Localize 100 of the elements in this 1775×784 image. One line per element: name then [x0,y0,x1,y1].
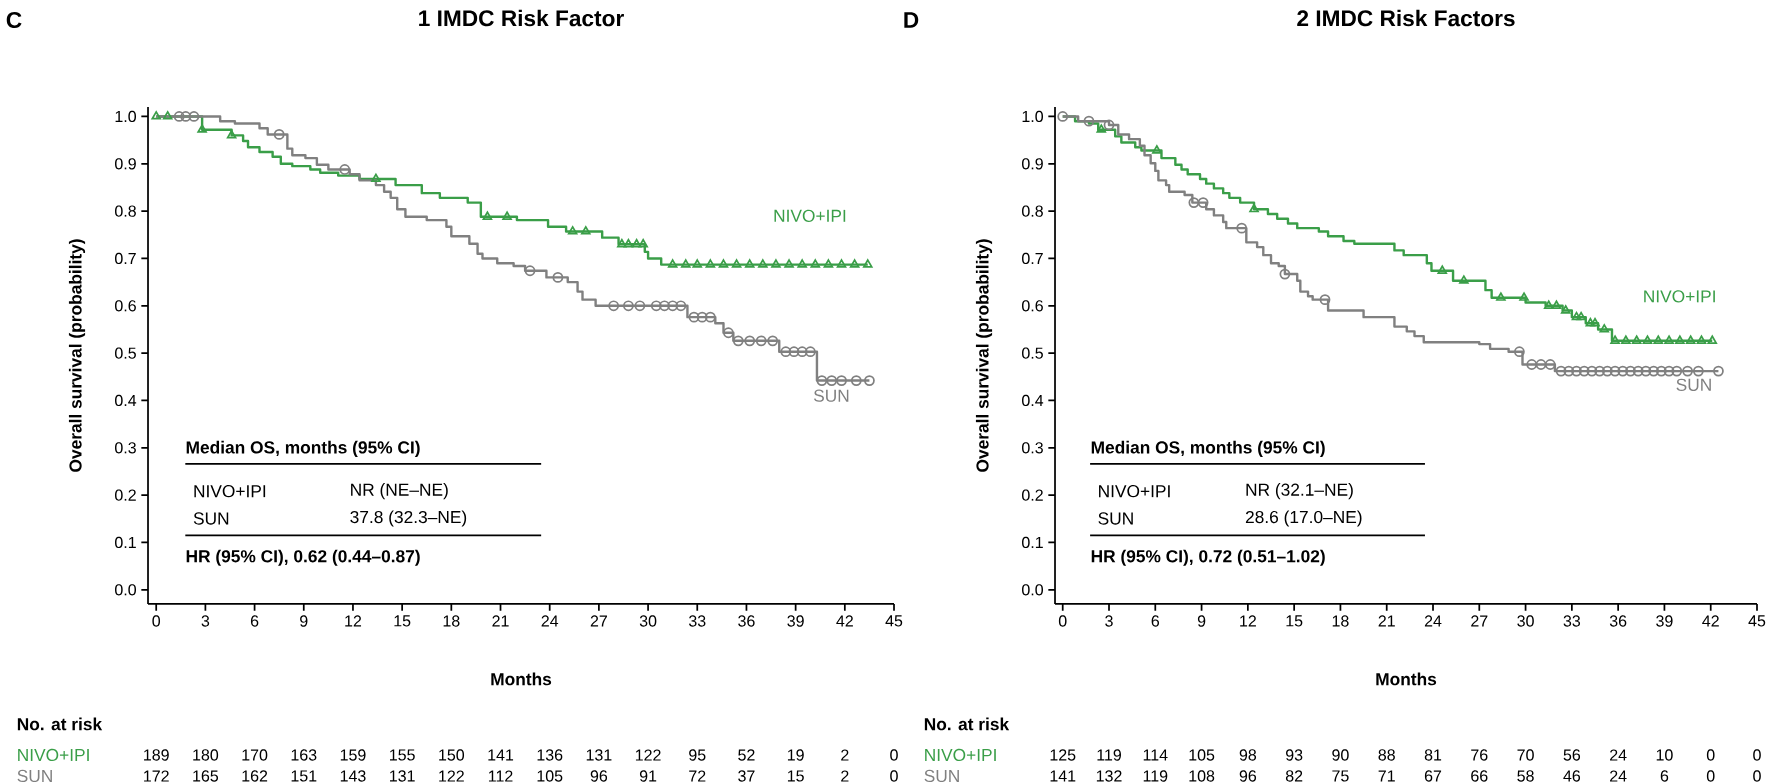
y-tick-label: 0.4 [115,394,137,407]
x-tick-label: 3 [1105,615,1113,627]
text: 0 [1706,770,1715,782]
point [1640,365,1652,377]
y-tick-label: 0.2 [1022,489,1043,501]
y-tick-label: 0.5 [115,347,136,359]
point [659,300,670,312]
point [864,375,875,386]
x-tick-label: 18 [1332,615,1349,627]
point [1671,365,1683,377]
text: NIVO+IPI [18,748,89,762]
text: 66 [1471,770,1488,782]
point [1609,365,1621,377]
y-tick-label: 0.0 [115,584,137,596]
point [1707,335,1718,344]
point [767,335,779,347]
point [339,164,351,175]
text: 37 [738,770,755,782]
point [180,111,192,122]
point [836,259,847,268]
point [631,238,642,248]
y-tick-label: 0.0 [1022,584,1044,596]
point [696,311,708,323]
y-tick-label: 0.3 [115,442,136,454]
x-tick-label: 45 [885,615,903,627]
text: 58 [1517,770,1534,782]
x-tick-label: 12 [1240,615,1256,627]
y-tick-label: 0.2 [115,489,136,501]
point [162,111,173,120]
annotation: Median OS, months (95% CI) [1091,440,1325,457]
point [1586,365,1598,377]
point [755,335,767,347]
point [273,129,285,140]
text: 0 [1753,749,1761,761]
x-tick-label: 6 [250,615,259,627]
x-tick-label: 45 [1748,615,1766,627]
point [667,300,679,312]
point [1642,335,1653,344]
text: NIVO+IPI [774,209,846,222]
point [1057,111,1069,122]
annotation: 28.6 (17.0–NE) [1245,510,1362,527]
text: 70 [1517,749,1534,761]
y-tick-label: 0.7 [1022,252,1043,265]
point [1197,197,1209,209]
annotation: Median OS, months (95% CI) [186,440,420,457]
y-tick-label: 0.9 [115,158,136,170]
x-tick-label: 3 [201,615,210,627]
annotation: SUN [193,512,229,525]
text: 132 [1096,770,1122,782]
point [1563,365,1575,377]
point [780,346,792,358]
point [1496,292,1506,301]
point [617,238,627,248]
text: 10 [1656,749,1673,761]
text: 150 [439,749,465,761]
y-tick-label: 0.8 [115,205,136,217]
point [1319,294,1331,306]
x-tick-label: 15 [394,615,411,627]
text: SUN [924,769,959,783]
text: 105 [1189,749,1215,761]
point [650,300,662,312]
text: C [6,11,22,29]
text: No. at risk [17,717,103,731]
text: 0 [890,749,898,761]
point [188,111,200,122]
point [482,211,493,220]
text: 71 [1378,770,1395,782]
point [1648,365,1660,377]
text: 159 [340,749,366,761]
y-tick-label: 1.0 [115,110,137,123]
point [1083,115,1095,127]
x-tick-label: 12 [345,615,362,627]
point [788,346,800,358]
point [1655,365,1667,377]
text: 81 [1424,749,1442,761]
y-tick-label: 0.1 [1022,536,1043,549]
text: 52 [738,749,755,761]
point [524,265,536,277]
text: 108 [1189,770,1215,782]
point [1625,365,1636,377]
point [1535,359,1547,370]
point [552,271,564,283]
text: 0 [1753,770,1761,782]
text: 125 [1050,749,1076,761]
point [1594,365,1606,377]
text: 136 [537,749,563,761]
point [1601,365,1613,377]
point [810,259,821,268]
text: 82 [1285,770,1303,782]
point [1519,292,1529,301]
point [1571,311,1582,321]
text: 122 [635,749,661,761]
x-tick-label: 6 [1151,615,1160,627]
annotation: NR (NE–NE) [351,483,448,500]
text: 172 [144,770,169,782]
series-label: SUN [813,389,849,402]
point [744,335,756,347]
x-tick-label: 18 [443,615,460,627]
y-axis-title: Overall survival (probability) [68,239,86,472]
point [1617,365,1629,377]
